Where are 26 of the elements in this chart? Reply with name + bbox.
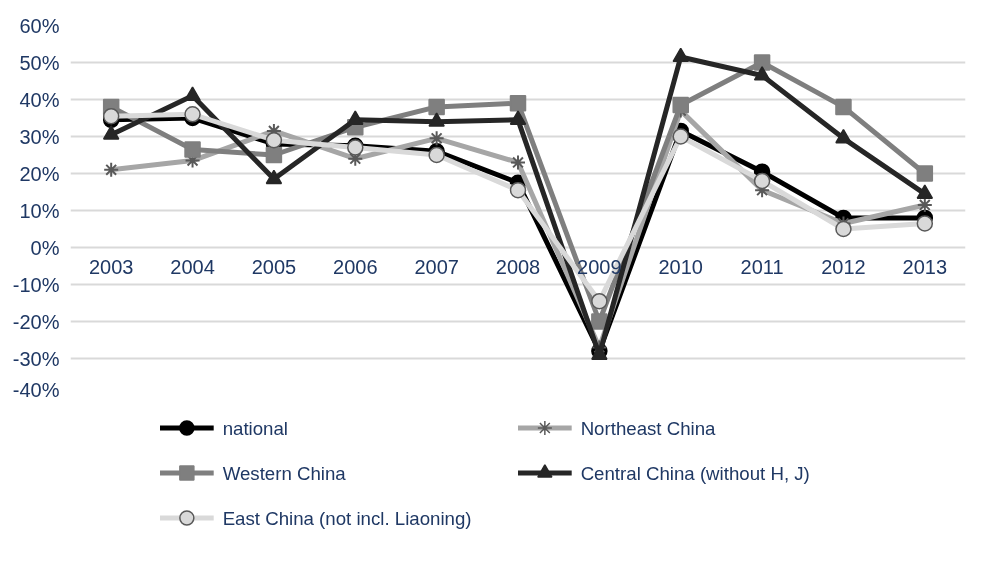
x-tick-label: 2011 bbox=[740, 255, 784, 278]
y-tick-label: 0% bbox=[30, 236, 60, 259]
y-tick-label: 10% bbox=[19, 199, 60, 222]
legend-label: Northeast China bbox=[580, 417, 717, 439]
legend-label: East China (not incl. Liaoning) bbox=[222, 507, 472, 529]
y-tick-label: -30% bbox=[12, 347, 60, 370]
y-tick-label: 50% bbox=[19, 51, 60, 74]
y-tick-label: -10% bbox=[12, 273, 60, 296]
y-tick-label: -20% bbox=[12, 310, 60, 333]
y-tick-label: 60% bbox=[19, 14, 60, 37]
x-tick-label: 2004 bbox=[170, 255, 215, 278]
x-tick-label: 2012 bbox=[821, 255, 866, 278]
x-tick-label: 2008 bbox=[495, 255, 541, 278]
x-tick-label: 2003 bbox=[88, 255, 134, 278]
x-tick-label: 2013 bbox=[902, 255, 948, 278]
x-tick-label: 2010 bbox=[658, 255, 703, 278]
y-tick-label: -40% bbox=[12, 378, 60, 401]
y-tick-label: 20% bbox=[19, 162, 60, 185]
x-tick-label: 2007 bbox=[414, 255, 459, 278]
x-tick-label: 2006 bbox=[333, 255, 378, 278]
y-tick-label: 30% bbox=[19, 125, 60, 148]
x-tick-label: 2005 bbox=[251, 255, 297, 278]
y-tick-label: 40% bbox=[19, 88, 60, 111]
legend-label: Central China (without H, J) bbox=[580, 462, 810, 484]
legend-label: Western China bbox=[222, 462, 347, 484]
legend-label: national bbox=[222, 417, 289, 439]
